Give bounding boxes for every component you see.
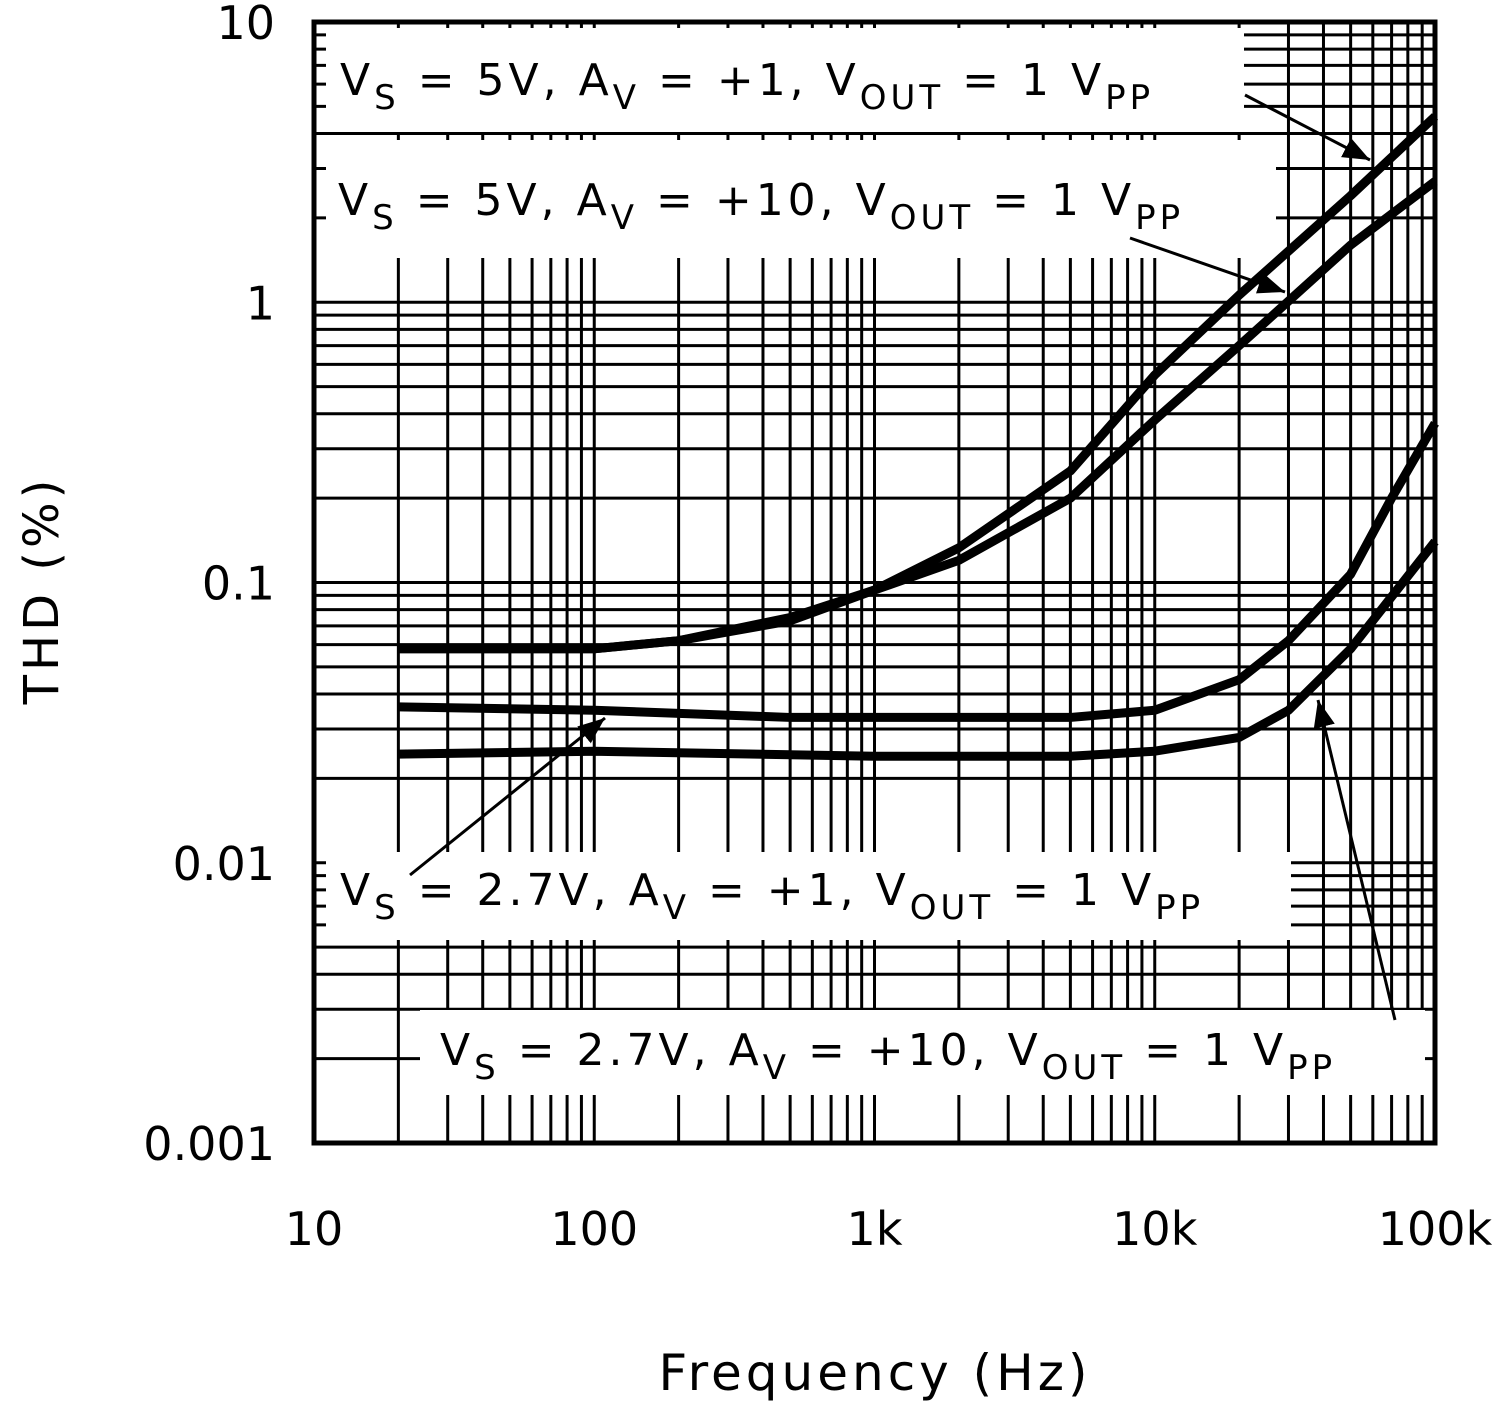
x-tick-label: 10 bbox=[285, 1202, 344, 1256]
annotation-text: V bbox=[440, 1025, 474, 1076]
annotation-subscript: PP bbox=[1135, 198, 1184, 238]
curve bbox=[398, 177, 1438, 654]
annotation-text: = +1, V bbox=[640, 55, 860, 106]
annotation: VS = 5V, AV = +1, VOUT = 1 VPP bbox=[340, 55, 1154, 118]
x-tick-label: 100k bbox=[1378, 1202, 1493, 1256]
annotation-text: = 1 V bbox=[994, 865, 1155, 916]
y-tick-label: 0.001 bbox=[143, 1117, 275, 1171]
annotation: VS = 5V, AV = +10, VOUT = 1 VPP bbox=[338, 175, 1184, 238]
annotation-subscript: OUT bbox=[1042, 1048, 1126, 1088]
annotation-text: V bbox=[338, 175, 372, 226]
annotation-text: = 2.7V, A bbox=[400, 865, 663, 916]
annotation-text: = 1 V bbox=[1126, 1025, 1287, 1076]
annotation-subscript: S bbox=[374, 78, 400, 118]
annotation-subscript: PP bbox=[1287, 1048, 1336, 1088]
curves bbox=[398, 113, 1439, 761]
annotation-text: = +1, V bbox=[690, 865, 910, 916]
arrow bbox=[1129, 236, 1286, 294]
annotation-subscript: V bbox=[613, 78, 640, 118]
annotation-text: = 2.7V, A bbox=[500, 1025, 763, 1076]
annotation-subscript: V bbox=[611, 198, 638, 238]
annotation-subscript: OUT bbox=[890, 198, 974, 238]
annotation-text: = 5V, A bbox=[400, 55, 613, 106]
annotation: VS = 2.7V, AV = +10, VOUT = 1 VPP bbox=[440, 1025, 1336, 1088]
label-box bbox=[326, 28, 1244, 132]
arrow bbox=[409, 716, 606, 877]
x-tick-label: 10k bbox=[1112, 1202, 1198, 1256]
plot-frame bbox=[311, 19, 1438, 1146]
y-tick-label: 0.1 bbox=[202, 557, 275, 611]
annotation-text: V bbox=[340, 865, 374, 916]
y-tick-label: 1 bbox=[246, 276, 275, 330]
label-box bbox=[326, 852, 1291, 940]
annotation-subscript: S bbox=[374, 888, 400, 928]
curve bbox=[398, 538, 1439, 761]
annotation-text: = 5V, A bbox=[398, 175, 611, 226]
y-tick-label: 10 bbox=[216, 0, 275, 50]
annotation-text: V bbox=[340, 55, 374, 106]
annotation-subscript: OUT bbox=[860, 78, 944, 118]
annotation-subscript: PP bbox=[1155, 888, 1204, 928]
annotation: VS = 2.7V, AV = +1, VOUT = 1 VPP bbox=[340, 865, 1204, 928]
y-axis-label: THD (%) bbox=[14, 476, 70, 706]
curve bbox=[398, 421, 1439, 722]
annotation-text: = +10, V bbox=[790, 1025, 1042, 1076]
y-tick-label: 0.01 bbox=[173, 837, 275, 891]
annotation-text: = 1 V bbox=[974, 175, 1135, 226]
x-axis-label: Frequency (Hz) bbox=[658, 1344, 1091, 1402]
label-boxes bbox=[326, 28, 1425, 1095]
annotation-subscript: V bbox=[763, 1048, 790, 1088]
annotation-subscript: OUT bbox=[910, 888, 994, 928]
annotation-subscript: S bbox=[372, 198, 398, 238]
arrows bbox=[409, 93, 1397, 1021]
label-box bbox=[420, 1010, 1425, 1095]
annotation-subscript: V bbox=[663, 888, 690, 928]
annotation-text: = +10, V bbox=[638, 175, 890, 226]
arrow bbox=[1313, 699, 1397, 1021]
label-box bbox=[326, 140, 1276, 258]
annotation-subscript: PP bbox=[1105, 78, 1154, 118]
arrow bbox=[1244, 93, 1371, 162]
annotation-subscript: S bbox=[474, 1048, 500, 1088]
x-tick-label: 100 bbox=[550, 1202, 638, 1256]
x-tick-label: 1k bbox=[847, 1202, 903, 1256]
annotation-text: = 1 V bbox=[944, 55, 1105, 106]
